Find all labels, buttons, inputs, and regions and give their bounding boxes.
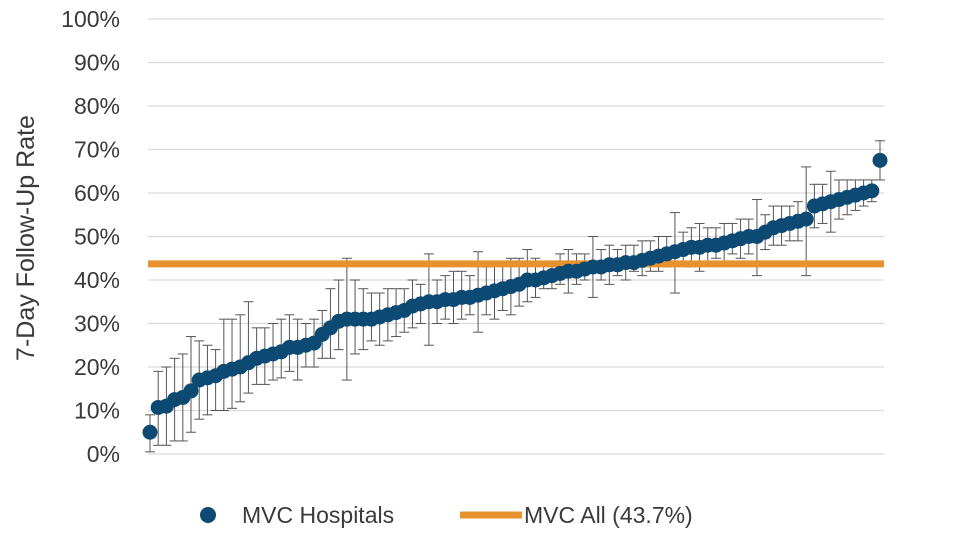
data-points: [142, 152, 888, 440]
y-tick-label: 80%: [74, 93, 120, 119]
error-bar: [235, 314, 246, 403]
y-tick-label: 40%: [74, 267, 120, 293]
error-bars: [145, 140, 885, 453]
legend-hospitals-label: MVC Hospitals: [242, 502, 394, 528]
y-tick-label: 100%: [61, 6, 120, 32]
legend-hospitals-marker: [200, 507, 216, 523]
data-point: [798, 211, 814, 227]
data-point: [142, 424, 158, 440]
y-tick-label: 0%: [87, 441, 120, 467]
y-axis-ticks: 0% 10% 20% 30% 40% 50% 60% 70% 80% 90% 100%: [61, 6, 120, 467]
legend-all-label: MVC All (43.7%): [524, 502, 693, 528]
data-point: [864, 183, 880, 199]
legend: MVC Hospitals MVC All (43.7%): [200, 502, 693, 528]
data-point: [872, 152, 888, 168]
y-tick-label: 90%: [74, 50, 120, 76]
y-tick-label: 50%: [74, 224, 120, 250]
y-tick-label: 70%: [74, 137, 120, 163]
data-point: [183, 383, 199, 399]
error-bar: [243, 301, 254, 394]
y-tick-label: 60%: [74, 180, 120, 206]
y-tick-label: 10%: [74, 398, 120, 424]
y-tick-label: 20%: [74, 354, 120, 380]
y-axis-label: 7-Day Follow-Up Rate: [12, 115, 40, 361]
y-tick-label: 30%: [74, 311, 120, 337]
